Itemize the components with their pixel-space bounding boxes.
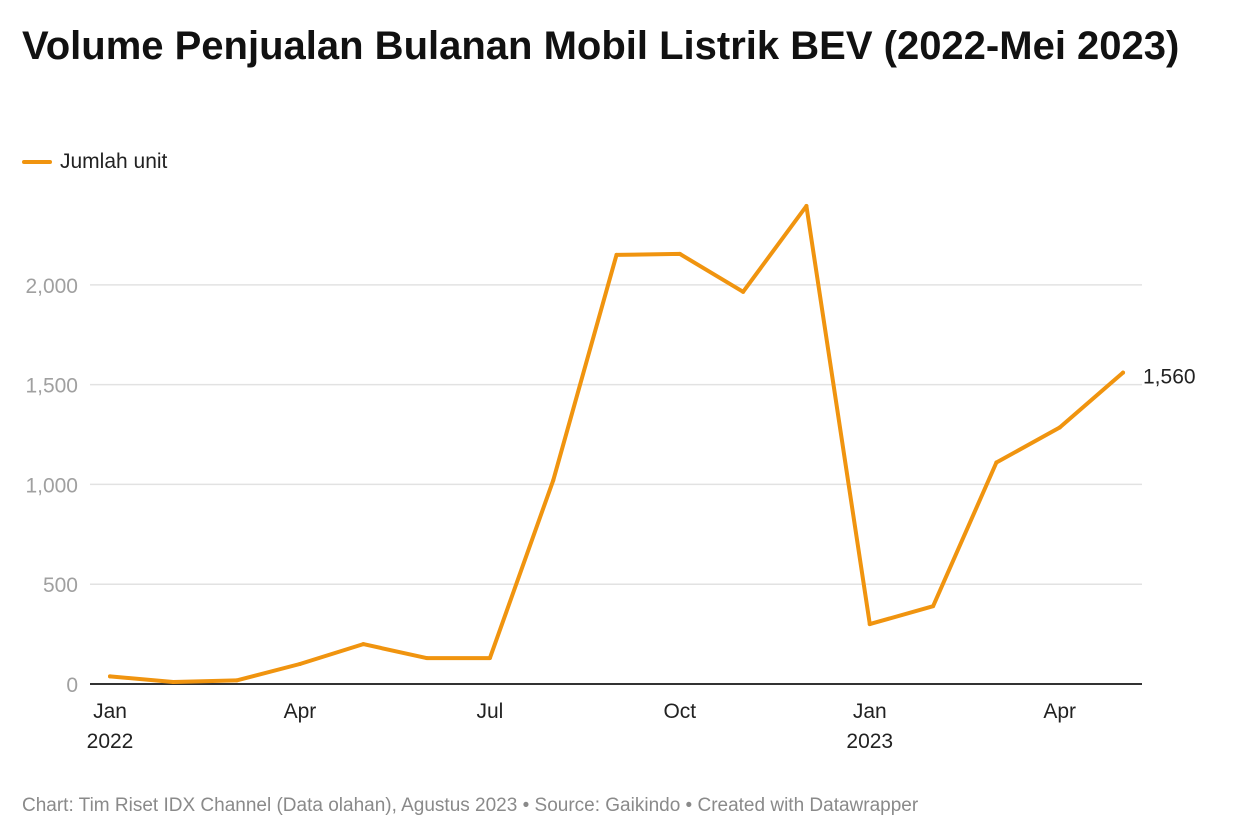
x-axis-ticks: Jan 2022 Apr Jul Oct Jan 2023 Apr [87,700,1076,753]
data-point [867,622,872,627]
data-point [297,662,302,667]
chart-footer-credit: Chart: Tim Riset IDX Channel (Data olaha… [22,795,919,816]
data-point [424,656,429,661]
line-chart: 0 500 1,000 1,500 2,000 Jan 2022 Apr Jul Oct Jan 2… [25,203,1196,753]
y-tick-label: 1,000 [25,474,78,497]
data-point [994,460,999,465]
data-point [1121,370,1125,375]
data-point [487,656,492,661]
x-tick-label: Jul [476,700,503,723]
data-point [677,251,682,256]
chart-title: Volume Penjualan Bulanan Mobil Listrik B… [22,24,1180,68]
x-tick-label: Apr [1043,700,1076,723]
y-tick-label: 0 [66,674,78,697]
data-labels: 1,560 [1143,366,1196,389]
x-tick-label: Jan [93,700,127,723]
legend: Jumlah unit [22,148,167,176]
data-point [171,680,176,685]
data-point [614,252,619,257]
x-tick-label: Jan [853,700,887,723]
data-point [108,674,112,679]
data-point [551,478,556,483]
data-point [234,678,239,683]
legend-swatch [22,160,52,164]
data-point [361,642,366,647]
data-point [741,289,746,294]
series-jumlah-unit [108,203,1125,685]
end-value-label: 1,560 [1143,366,1196,389]
grid-lines [90,284,1142,585]
x-tick-year-label: 2023 [846,730,893,753]
x-tick-label: Oct [663,700,696,723]
legend-label: Jumlah unit [60,150,168,173]
y-tick-label: 2,000 [25,275,78,298]
series-line-0 [108,204,1125,684]
y-tick-label: 500 [43,574,78,597]
x-tick-year-label: 2022 [87,730,134,753]
data-point [931,604,936,609]
y-axis-ticks: 0 500 1,000 1,500 2,000 [25,275,78,697]
data-point [1057,425,1062,430]
y-tick-label: 1,500 [25,375,78,398]
x-tick-label: Apr [284,700,317,723]
data-point [804,203,809,208]
